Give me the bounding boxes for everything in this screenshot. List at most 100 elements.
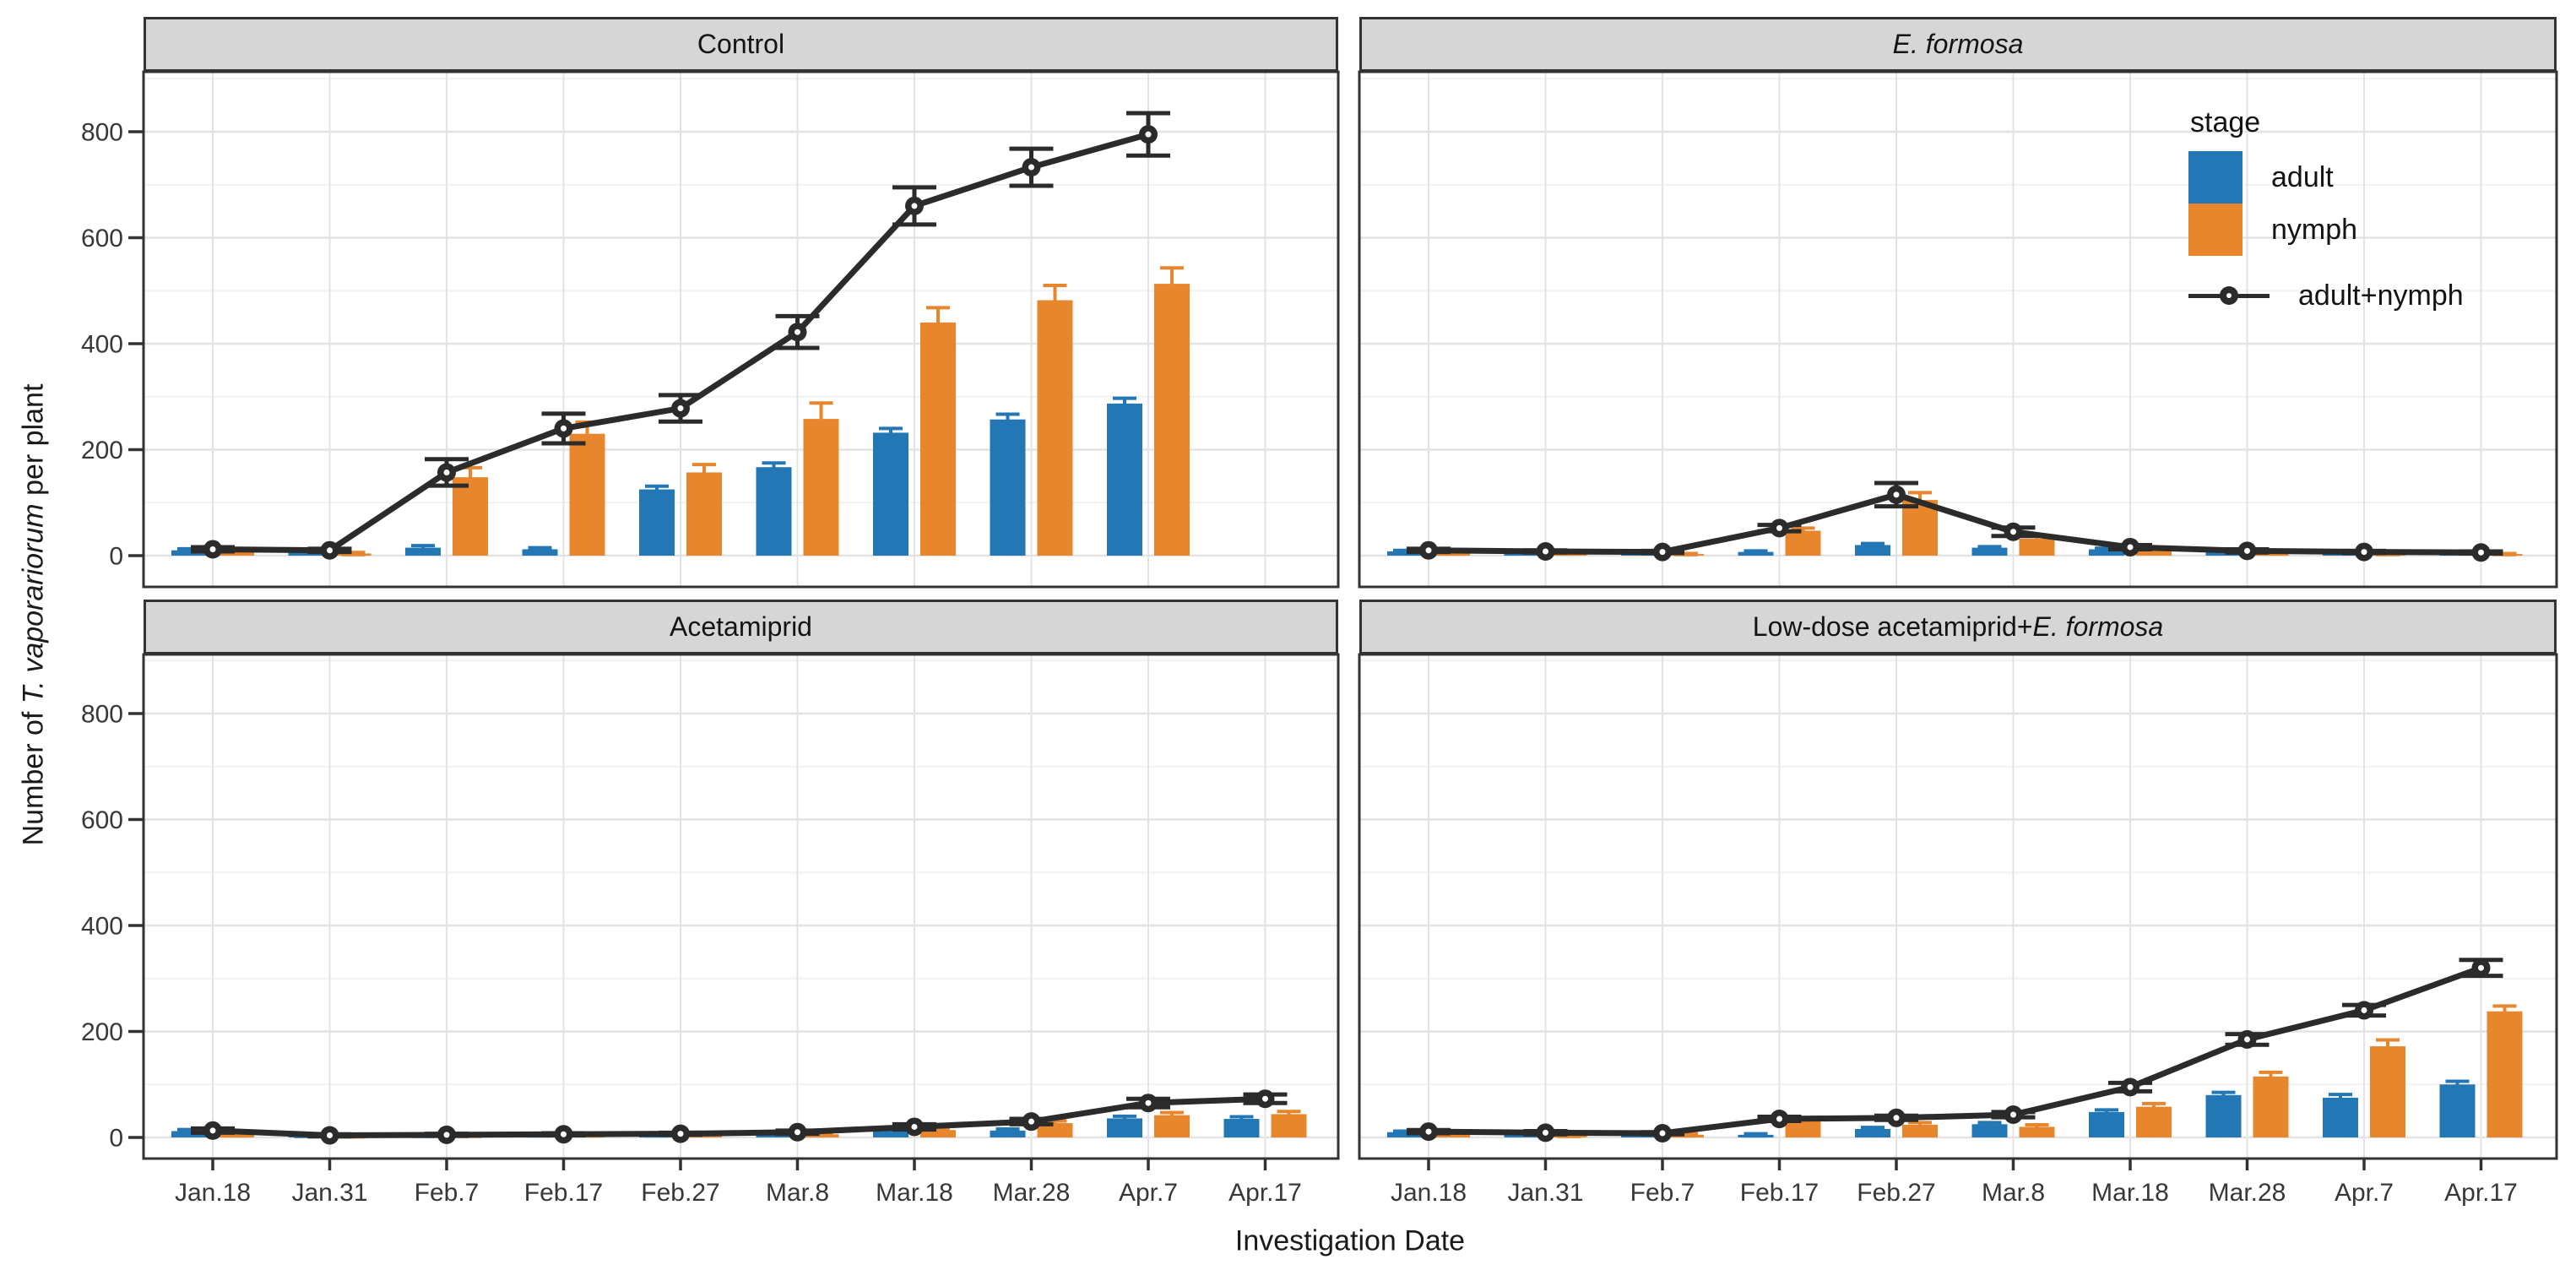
bar-adult <box>2439 1084 2476 1137</box>
facet-strip-acetamiprid: Acetamiprid <box>144 600 1338 654</box>
y-tick-label: 200 <box>81 1018 123 1046</box>
bar-nymph <box>920 322 956 556</box>
bar-nymph <box>686 472 722 556</box>
data-point-center <box>1659 1130 1666 1137</box>
x-tick-label: Feb.17 <box>1740 1179 1819 1207</box>
data-point-center <box>1425 547 1432 554</box>
data-point-center <box>794 328 800 335</box>
x-tick-label: Apr.17 <box>2444 1179 2518 1207</box>
legend: stage adult nymph adult+nymph <box>2188 106 2464 322</box>
panel-border-control <box>142 70 1340 589</box>
legend-label-adult: adult <box>2271 160 2334 193</box>
x-tick-label: Mar.8 <box>1982 1179 2045 1207</box>
nymph-swatch-icon <box>2188 204 2242 256</box>
data-point-center <box>2361 549 2367 556</box>
panel-border-acetamiprid <box>142 653 1340 1160</box>
data-point-center <box>2244 547 2250 554</box>
x-tick-label: Jan.18 <box>175 1179 251 1207</box>
data-point-center <box>2127 544 2134 551</box>
y-axis-title-part: per plant <box>17 383 50 504</box>
data-point-center <box>1145 131 1152 138</box>
legend-label-nymph: nymph <box>2271 213 2358 246</box>
data-point-center <box>794 1129 800 1136</box>
data-point-center <box>561 425 567 432</box>
data-point-center <box>443 469 450 475</box>
data-point-center <box>209 1127 216 1134</box>
data-point-center <box>1776 1115 1782 1122</box>
data-point-center <box>1262 1095 1268 1102</box>
adult-swatch-icon <box>2188 151 2242 204</box>
bar-adult <box>1971 1124 2008 1137</box>
data-point-center <box>1145 1099 1152 1106</box>
total-line <box>1428 964 2482 1137</box>
data-point-center <box>1425 1128 1432 1135</box>
bar-nymph <box>920 1130 956 1137</box>
data-point-center <box>1776 524 1782 531</box>
bar-adult <box>1971 547 2008 556</box>
data-point-center <box>2478 549 2484 556</box>
bar-adult <box>1107 403 1142 556</box>
y-tick-label: 200 <box>81 437 123 464</box>
data-point-center <box>2127 1083 2134 1090</box>
data-point-center <box>911 1123 918 1130</box>
y-tick-label: 600 <box>81 225 123 252</box>
panel-border-lowdose-e-formosa <box>1358 653 2558 1160</box>
x-tick-label: Feb.7 <box>415 1179 480 1207</box>
legend-item-nymph: nymph <box>2188 204 2464 256</box>
bar-nymph <box>1785 1120 1821 1137</box>
bar-nymph <box>2253 1076 2289 1137</box>
x-axis-title: Investigation Date <box>1234 1224 1466 1257</box>
data-point-center <box>2361 1007 2367 1013</box>
data-point-center <box>561 1131 567 1137</box>
data-point-center <box>327 547 333 554</box>
y-tick-label: 800 <box>81 701 123 729</box>
bar-nymph <box>2487 1011 2523 1137</box>
bar-adult <box>405 547 441 556</box>
data-point-center <box>327 1132 333 1138</box>
facet-strip-e-formosa: E. formosa <box>1359 17 2557 72</box>
y-tick-label: 400 <box>81 331 123 359</box>
bar-adult <box>2205 1094 2242 1137</box>
x-tick-label: Mar.28 <box>2209 1179 2286 1207</box>
facet-strip-control: Control <box>144 17 1338 72</box>
data-point-center <box>2478 964 2484 971</box>
x-tick-label: Mar.28 <box>993 1179 1071 1207</box>
bar-adult <box>639 489 675 556</box>
bar-adult <box>990 1130 1026 1137</box>
panel-background-lowdose-e-formosa <box>1359 654 2557 1159</box>
bar-nymph <box>569 433 605 556</box>
y-tick-label: 800 <box>81 119 123 147</box>
total-line <box>212 1095 1266 1138</box>
data-point-center <box>1543 548 1548 555</box>
bar-nymph <box>2136 1106 2172 1137</box>
facet-title-part: E. formosa <box>1892 29 2024 59</box>
bar-adult <box>2089 549 2124 556</box>
data-point-center <box>1659 549 1666 556</box>
line-marker-icon <box>2188 269 2270 322</box>
bar-adult <box>1223 1119 1260 1137</box>
x-tick-label: Apr.7 <box>2335 1179 2394 1207</box>
x-tick-label: Feb.7 <box>1630 1179 1695 1207</box>
panel-background-acetamiprid <box>144 654 1338 1159</box>
facet-title-part: Control <box>697 29 785 59</box>
legend-title: stage <box>2190 106 2261 138</box>
facet-title-part: E. formosa <box>2032 611 2164 642</box>
data-point-center <box>2010 1111 2016 1118</box>
y-axis-title-part: Number of <box>17 703 50 846</box>
y-tick-label: 600 <box>81 806 123 834</box>
x-tick-label: Apr.7 <box>1119 1179 1178 1207</box>
data-point-center <box>209 546 216 552</box>
bar-adult <box>873 432 908 556</box>
x-tick-label: Mar.18 <box>876 1179 953 1207</box>
bar-adult <box>2323 1097 2358 1137</box>
bar-nymph <box>803 419 839 556</box>
x-tick-label: Feb.27 <box>641 1179 719 1207</box>
x-tick-label: Apr.17 <box>1228 1179 1302 1207</box>
y-axis-title: Number of T. vaporariorum per plant <box>18 384 51 846</box>
y-tick-label: 0 <box>109 543 123 571</box>
bar-nymph <box>453 477 488 556</box>
x-tick-label: Mar.18 <box>2091 1179 2169 1207</box>
bar-adult <box>1107 1118 1142 1137</box>
panel-border-e-formosa <box>1358 70 2558 589</box>
